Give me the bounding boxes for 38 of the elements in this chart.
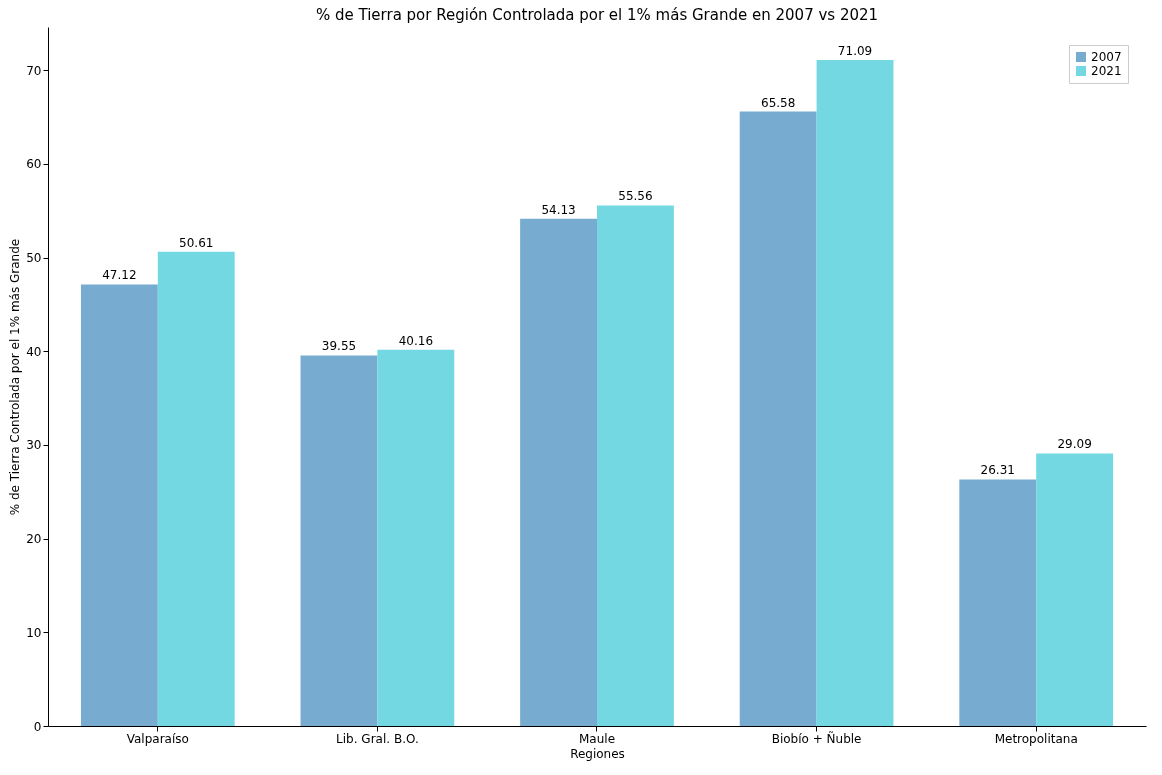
bar (80, 284, 158, 726)
bar (1036, 453, 1114, 726)
data-label: 54.13 (541, 202, 576, 217)
bar (739, 111, 817, 726)
x-tick-label: Metropolitana (994, 731, 1078, 746)
chart-title: % de Tierra por Región Controlada por el 1% más Grande en 2007 vs 2021 (315, 6, 879, 24)
y-tick-label: 70 (26, 63, 42, 78)
bar (377, 349, 455, 726)
bar (597, 205, 674, 726)
data-label: 47.12 (102, 268, 137, 283)
y-tick-label: 20 (26, 532, 42, 547)
data-label: 50.61 (179, 235, 214, 250)
data-label: 26.31 (980, 463, 1015, 478)
x-tick-label: Biobío + Ñuble (771, 730, 862, 746)
y-tick-label: 30 (26, 438, 42, 453)
data-label: 55.56 (618, 189, 653, 204)
y-tick-label: 40 (26, 344, 42, 359)
y-tick-label: 10 (26, 625, 42, 640)
y-axis-title: % de Tierra Controlada por el 1% más Grande (8, 238, 23, 516)
y-tick-label: 0 (33, 719, 42, 734)
x-axis-title: Regiones (570, 746, 625, 761)
bar (157, 251, 235, 726)
bar (959, 479, 1037, 726)
x-tick-label: Lib. Gral. B.O. (336, 731, 419, 746)
x-tick-label: Maule (578, 731, 616, 746)
data-label: 39.55 (321, 339, 357, 354)
data-label: 40.16 (398, 333, 434, 348)
y-tick-label: 50 (26, 251, 42, 265)
data-label: 71.09 (837, 43, 873, 58)
data-label: 29.09 (1057, 437, 1092, 452)
bar (816, 59, 894, 726)
bar (520, 218, 597, 726)
bar (300, 355, 378, 726)
y-tick-label: 60 (26, 157, 42, 172)
legend-label: 2021 (1091, 64, 1122, 78)
x-tick-label: Valparaíso (126, 731, 189, 746)
data-label: 65.58 (760, 95, 796, 110)
legend-label: 2007 (1091, 50, 1122, 64)
